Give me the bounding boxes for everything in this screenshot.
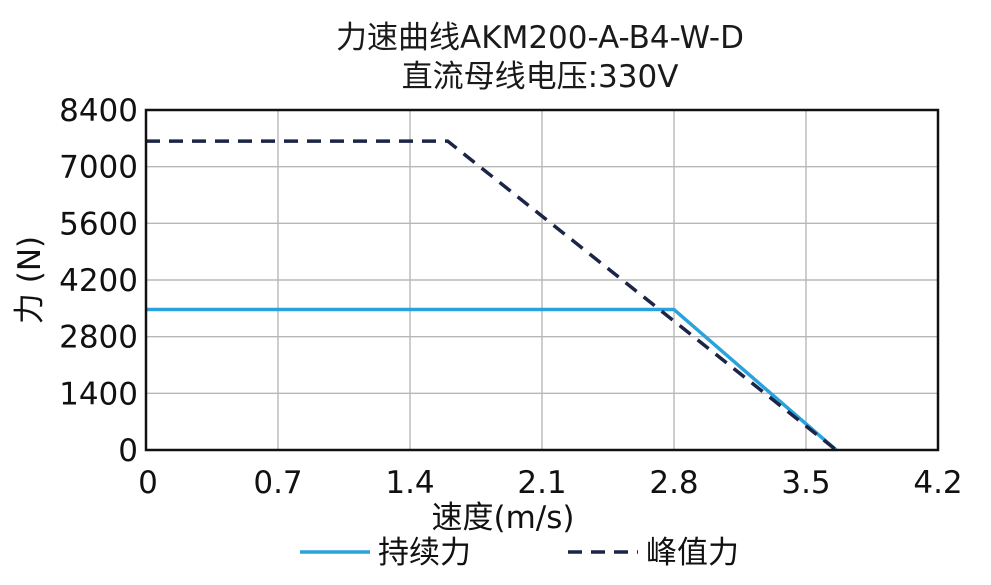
grid-lines	[145, 109, 939, 451]
legend-label-continuous: 持续力	[378, 535, 471, 571]
plot-frame	[144, 108, 940, 452]
y-tick-label: 7000	[59, 150, 138, 186]
x-tick-label: 2.8	[649, 465, 698, 501]
x-tick-label: 2.1	[517, 465, 566, 501]
legend-label-peak: 峰值力	[646, 535, 739, 571]
y-axis-label: 力 (N)	[12, 236, 48, 324]
chart-subtitle: 直流母线电压:330V	[402, 59, 679, 95]
y-tick-label: 0	[118, 433, 138, 469]
y-tick-labels: 0 1400 2800 4200 5600 7000 8400	[59, 93, 138, 469]
x-tick-label: 3.5	[781, 465, 830, 501]
y-tick-label: 8400	[59, 93, 138, 129]
x-tick-label: 1.4	[385, 465, 434, 501]
x-axis-label: 速度(m/s)	[432, 500, 575, 536]
x-tick-label: 0.7	[253, 465, 302, 501]
series-line-peak-force	[146, 139, 838, 452]
legend: 持续力 峰值力	[300, 535, 739, 571]
y-tick-label: 4200	[59, 263, 138, 299]
x-tick-labels: 0 0.7 1.4 2.1 2.8 3.5 4.2	[138, 465, 963, 501]
series-line-continuous-force	[146, 307, 838, 452]
x-tick-label: 4.2	[913, 465, 962, 501]
chart-title: 力速曲线AKM200-A-B4-W-D	[336, 20, 744, 56]
x-tick-label: 0	[138, 465, 158, 501]
y-tick-label: 2800	[59, 320, 138, 356]
series-layer	[146, 139, 838, 452]
y-tick-label: 1400	[59, 376, 138, 412]
y-tick-label: 5600	[59, 206, 138, 242]
